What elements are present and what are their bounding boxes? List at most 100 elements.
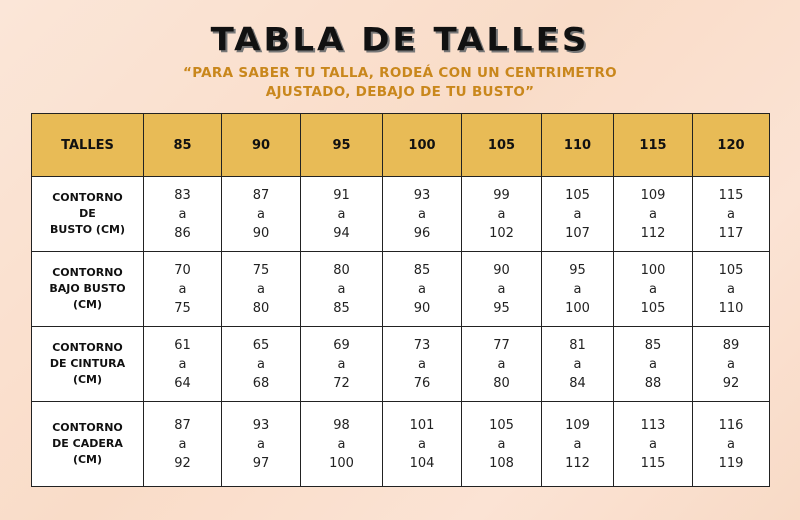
row-label: CONTORNO DE BUSTO (CM)	[31, 176, 144, 252]
cell-value: 85	[644, 337, 662, 353]
cell-value: 81	[569, 337, 586, 353]
row-label-line: CONTORNO	[52, 191, 123, 204]
size-header: 120	[692, 113, 770, 177]
cell-value: a	[727, 281, 735, 297]
cell-value: 115	[640, 455, 666, 471]
cell-value: 97	[252, 455, 270, 471]
measurement-cell: 116 a 119	[692, 401, 770, 487]
cell-value: 116	[718, 417, 744, 433]
cell-value: 105	[640, 300, 666, 316]
cell-value: 85	[333, 300, 350, 316]
cell-value: 69	[333, 337, 350, 353]
cell-value: 109	[640, 187, 666, 203]
cell-value: 105	[718, 262, 744, 278]
row-label-line: CONTORNO	[52, 341, 123, 354]
row-label: CONTORNO DE CINTURA (CM)	[31, 326, 144, 402]
cell-value: 117	[718, 225, 744, 241]
cell-value: 102	[489, 225, 514, 241]
cell-value: a	[337, 206, 346, 222]
subtitle: “PARA SABER TU TALLA, RODEÁ CON UN CENTR…	[0, 64, 800, 102]
cell-value: 108	[489, 455, 514, 471]
cell-value: 109	[565, 417, 590, 433]
measurement-cell: 109 a 112	[541, 401, 614, 487]
cell-value: 90	[413, 300, 431, 316]
table-row: CONTORNO BAJO BUSTO (CM) 70 a 75 75 a 80 80 a 85 85 a…	[31, 251, 770, 327]
size-header: 105	[461, 113, 542, 177]
measurement-cell: 93 a 97	[221, 401, 301, 487]
row-label-line: DE	[79, 207, 96, 220]
cell-value: a	[649, 356, 657, 372]
header-row: TALLES 85 90 95 100 105 110 115 120	[31, 113, 770, 177]
cell-value: 65	[252, 337, 270, 353]
measurement-cell: 75 a 80	[221, 251, 301, 327]
measurement-cell: 83 a 86	[143, 176, 222, 252]
cell-value: 87	[174, 417, 191, 433]
cell-value: 87	[252, 187, 270, 203]
row-label-line: (CM)	[72, 373, 103, 386]
row-label: CONTORNO BAJO BUSTO (CM)	[31, 251, 144, 327]
measurement-cell: 105 a 110	[692, 251, 770, 327]
cell-value: 93	[413, 187, 431, 203]
subtitle-line: AJUSTADO, DEBAJO DE TU BUSTO”	[265, 84, 535, 100]
measurement-cell: 100 a 105	[613, 251, 693, 327]
row-label-line: (CM)	[72, 298, 103, 311]
cell-value: 115	[718, 187, 744, 203]
cell-value: a	[257, 206, 265, 222]
measurement-cell: 109 a 112	[613, 176, 693, 252]
cell-value: 85	[413, 262, 431, 278]
measurement-cell: 65 a 68	[221, 326, 301, 402]
cell-value: 96	[413, 225, 431, 241]
cell-value: a	[257, 281, 265, 297]
measurement-cell: 85 a 90	[382, 251, 462, 327]
cell-value: 72	[333, 375, 350, 391]
row-label-line: DE CADERA	[52, 437, 123, 450]
cell-value: a	[418, 206, 426, 222]
size-header: 110	[541, 113, 614, 177]
cell-value: a	[727, 206, 735, 222]
size-header: 90	[221, 113, 301, 177]
measurement-cell: 95 a 100	[541, 251, 614, 327]
measurement-cell: 73 a 76	[382, 326, 462, 402]
row-label-line: BUSTO (CM)	[50, 223, 125, 236]
measurement-cell: 89 a 92	[692, 326, 770, 402]
cell-value: 105	[565, 187, 590, 203]
measurement-cell: 81 a 84	[541, 326, 614, 402]
cell-value: 110	[718, 300, 744, 316]
cell-value: 80	[252, 300, 270, 316]
cell-value: 101	[409, 417, 435, 433]
measurement-cell: 101 a 104	[382, 401, 462, 487]
cell-value: 113	[640, 417, 666, 433]
cell-value: 80	[333, 262, 350, 278]
table-row: CONTORNO DE CADERA (CM) 87 a 92 93 a 97 98 a 100 101…	[31, 401, 770, 487]
cell-value: 80	[493, 375, 510, 391]
measurement-cell: 80 a 85	[300, 251, 383, 327]
cell-value: 84	[569, 375, 586, 391]
cell-value: 93	[252, 417, 270, 433]
measurement-cell: 113 a 115	[613, 401, 693, 487]
cell-value: 86	[174, 225, 191, 241]
cell-value: a	[178, 356, 187, 372]
cell-value: 104	[409, 455, 435, 471]
cell-value: 100	[329, 455, 354, 471]
row-label-line: DE CINTURA	[49, 357, 126, 370]
cell-value: 76	[413, 375, 431, 391]
cell-value: 105	[489, 417, 514, 433]
cell-value: a	[649, 281, 657, 297]
cell-value: a	[337, 281, 346, 297]
measurement-cell: 105 a 108	[461, 401, 542, 487]
cell-value: 73	[413, 337, 431, 353]
size-header: 115	[613, 113, 693, 177]
cell-value: 98	[333, 417, 350, 433]
cell-value: a	[257, 356, 265, 372]
page-title: TABLA DE TALLES	[210, 21, 590, 59]
cell-value: 107	[565, 225, 590, 241]
cell-value: a	[178, 206, 187, 222]
measurement-cell: 70 a 75	[143, 251, 222, 327]
cell-value: a	[497, 356, 506, 372]
measurement-cell: 69 a 72	[300, 326, 383, 402]
cell-value: a	[573, 206, 582, 222]
cell-value: 92	[174, 455, 191, 471]
measurement-cell: 105 a 107	[541, 176, 614, 252]
measurement-cell: 77 a 80	[461, 326, 542, 402]
size-header: 95	[300, 113, 383, 177]
